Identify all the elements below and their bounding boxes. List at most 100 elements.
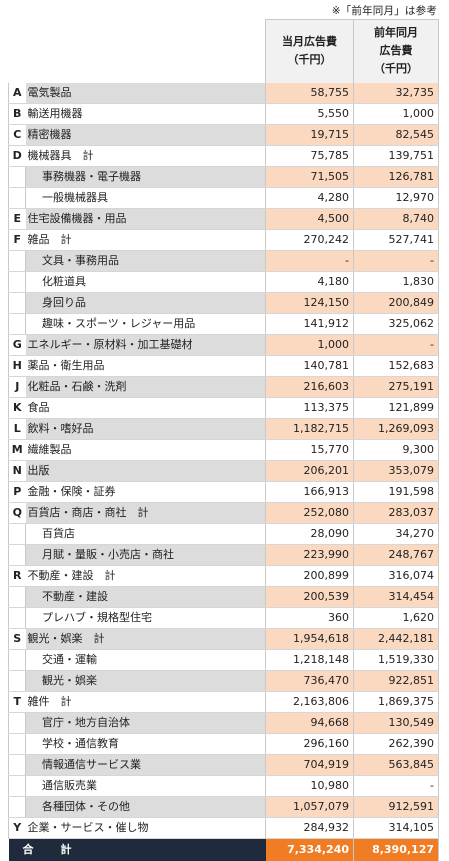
previous-year-value: 34,270 (353, 523, 439, 545)
category-name: 出版 (25, 460, 266, 482)
previous-year-value: 152,683 (353, 355, 439, 377)
ad-expense-table-wrapper: 当月広告費 （千円） 前年同月 広告費 （千円） A 電気製品 58,755 32,7… (8, 19, 439, 861)
current-month-value: 1,000 (265, 334, 354, 356)
subcategory-name: プレハブ・規格型住宅 (25, 607, 266, 629)
previous-year-value: 1,000 (353, 103, 439, 125)
previous-year-value: 8,740 (353, 208, 439, 230)
previous-year-value: 1,620 (353, 607, 439, 629)
previous-year-value: 314,454 (353, 586, 439, 608)
previous-year-value: 527,741 (353, 229, 439, 251)
header-previous-line1: 前年同月 (374, 26, 418, 40)
table-subrow: プレハブ・規格型住宅 360 1,620 (8, 607, 439, 629)
table-body: A 電気製品 58,755 32,735 B 輸送用機器 5,550 1,000 C 精密機器 19… (8, 82, 439, 861)
previous-year-value: 200,849 (353, 292, 439, 314)
subcategory-name: 化粧道具 (25, 271, 266, 293)
subcategory-name: 文具・事務用品 (25, 250, 266, 272)
indent-cell (8, 607, 26, 629)
current-month-value: 1,954,618 (265, 628, 354, 650)
previous-year-value: 353,079 (353, 460, 439, 482)
indent-cell (8, 523, 26, 545)
previous-year-value: 1,869,375 (353, 691, 439, 713)
subcategory-name: 官庁・地方自治体 (25, 712, 266, 734)
header-current-month: 当月広告費 （千円） (265, 19, 354, 83)
category-code: D (8, 145, 26, 167)
current-month-value: 252,080 (265, 502, 354, 524)
table-subrow: 百貨店 28,090 34,270 (8, 523, 439, 545)
table-subrow: 化粧道具 4,180 1,830 (8, 271, 439, 293)
table-row: K 食品 113,375 121,899 (8, 397, 439, 419)
category-name: 電気製品 (25, 82, 266, 104)
category-code: H (8, 355, 26, 377)
current-month-value: 2,163,806 (265, 691, 354, 713)
current-month-value: 1,057,079 (265, 796, 354, 818)
ad-expense-table: 当月広告費 （千円） 前年同月 広告費 （千円） A 電気製品 58,755 32,7… (8, 19, 439, 861)
category-name: 飲料・嗜好品 (25, 418, 266, 440)
current-month-value: 113,375 (265, 397, 354, 419)
category-code: F (8, 229, 26, 251)
category-code: T (8, 691, 26, 713)
table-row: G エネルギー・原材料・加工基礎材 1,000- (8, 334, 439, 356)
header-current-line1: 当月広告費 (282, 35, 337, 49)
table-row: D 機械器具 計 75,785 139,751 (8, 145, 439, 167)
current-month-value: 4,180 (265, 271, 354, 293)
previous-year-value: 1,519,330 (353, 649, 439, 671)
indent-cell (8, 670, 26, 692)
table-row: M 繊維製品 15,770 9,300 (8, 439, 439, 461)
total-previous-value: 8,390,127 (353, 838, 439, 861)
current-month-value: 10,980 (265, 775, 354, 797)
previous-year-value: 1,269,093 (353, 418, 439, 440)
category-name: 繊維製品 (25, 439, 266, 461)
category-name: 輸送用機器 (25, 103, 266, 125)
subcategory-name: 身回り品 (25, 292, 266, 314)
category-name: 不動産・建設 計 (25, 565, 266, 587)
indent-cell (8, 544, 26, 566)
previous-year-value: 2,442,181 (353, 628, 439, 650)
current-month-value: 206,201 (265, 460, 354, 482)
table-subrow: 不動産・建設 200,539 314,454 (8, 586, 439, 608)
category-name: 雑件 計 (25, 691, 266, 713)
indent-cell (8, 292, 26, 314)
table-subrow: 身回り品 124,150 200,849 (8, 292, 439, 314)
category-code: J (8, 376, 26, 398)
subcategory-name: 一般機械器具 (25, 187, 266, 209)
current-month-value: 28,090 (265, 523, 354, 545)
header-previous-line3: （千円） (374, 62, 418, 76)
total-label: 合 計 (8, 838, 266, 861)
category-code: R (8, 565, 26, 587)
previous-year-value: 922,851 (353, 670, 439, 692)
previous-year-value: - (353, 250, 439, 272)
total-row: 合 計 7,334,240 8,390,127 (8, 838, 439, 861)
category-code: Q (8, 502, 26, 524)
subcategory-name: 学校・通信教育 (25, 733, 266, 755)
current-month-value: 360 (265, 607, 354, 629)
category-name: 精密機器 (25, 124, 266, 146)
table-subrow: 月賦・量販・小売店・商社 223,990 248,767 (8, 544, 439, 566)
category-name: 観光・娯楽 計 (25, 628, 266, 650)
category-code: S (8, 628, 26, 650)
indent-cell (8, 649, 26, 671)
category-code: K (8, 397, 26, 419)
current-month-value: 704,919 (265, 754, 354, 776)
subcategory-name: 月賦・量販・小売店・商社 (25, 544, 266, 566)
subcategory-name: 交通・運輸 (25, 649, 266, 671)
current-month-value: 71,505 (265, 166, 354, 188)
subcategory-name: 趣味・スポーツ・レジャー用品 (25, 313, 266, 335)
indent-cell (8, 271, 26, 293)
category-name: 食品 (25, 397, 266, 419)
previous-year-value: 283,037 (353, 502, 439, 524)
total-current-value: 7,334,240 (265, 838, 354, 861)
subcategory-name: 通信販売業 (25, 775, 266, 797)
current-month-value: 200,899 (265, 565, 354, 587)
indent-cell (8, 166, 26, 188)
current-month-value: 94,668 (265, 712, 354, 734)
table-subrow: 各種団体・その他 1,057,079 912,591 (8, 796, 439, 818)
current-month-value: 58,755 (265, 82, 354, 104)
table-row: C 精密機器 19,715 82,545 (8, 124, 439, 146)
subcategory-name: 情報通信サービス業 (25, 754, 266, 776)
table-row: S 観光・娯楽 計 1,954,618 2,442,181 (8, 628, 439, 650)
table-row: T 雑件 計 2,163,806 1,869,375 (8, 691, 439, 713)
current-month-value: 124,150 (265, 292, 354, 314)
table-subrow: 文具・事務用品 - - (8, 250, 439, 272)
indent-cell (8, 712, 26, 734)
current-month-value: 270,242 (265, 229, 354, 251)
